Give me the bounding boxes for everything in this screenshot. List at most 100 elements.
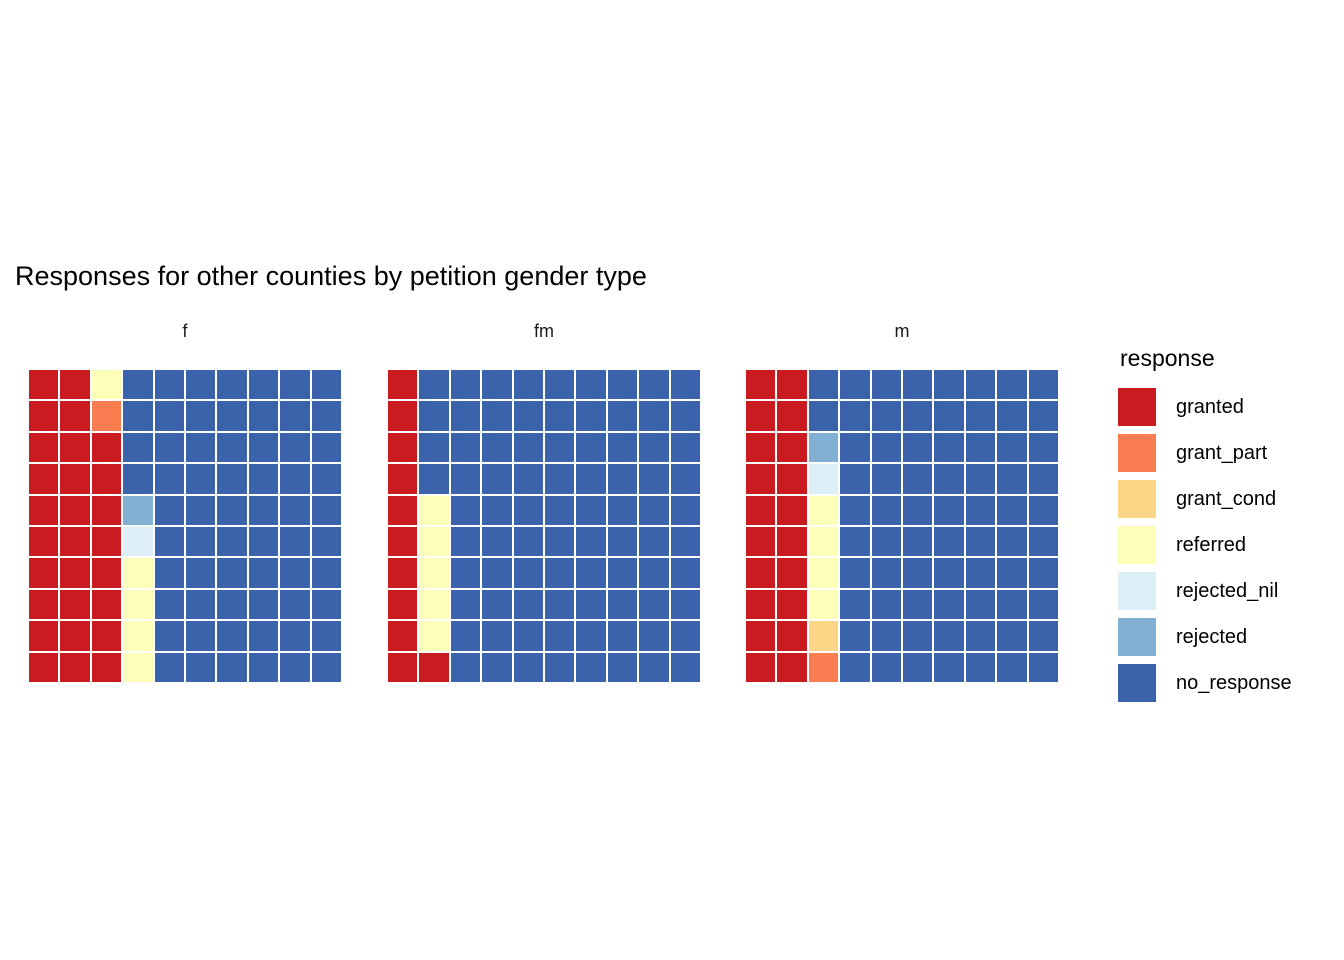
waffle-cell-fm-r4c2-no_response — [419, 464, 449, 494]
waffle-cell-m-r10c6-no_response — [902, 652, 933, 682]
waffle-cell-fm-r5c3-no_response — [450, 495, 481, 525]
waffle-cell-fm-r1c4-no_response — [482, 370, 512, 400]
legend-item-grant_cond: grant_cond — [1118, 480, 1292, 518]
waffle-cell-f-r3c3-granted — [91, 432, 122, 463]
waffle-cell-fm-r6c1-granted — [388, 526, 418, 557]
waffle-cell-f-r2c8-no_response — [248, 401, 279, 431]
waffle-cell-m-r3c9-no_response — [997, 432, 1027, 463]
waffle-cell-f-r1c5-no_response — [154, 370, 184, 400]
waffle-cell-f-r5c10-no_response — [311, 495, 341, 525]
legend-items: granted grant_part grant_cond referred rejec… — [1118, 388, 1292, 702]
waffle-cell-fm-r9c1-granted — [388, 621, 418, 651]
waffle-cell-fm-r10c2-granted — [419, 652, 449, 682]
legend-swatch-rejected_nil — [1118, 572, 1156, 610]
waffle-cell-f-r2c10-no_response — [311, 401, 341, 431]
waffle-cell-f-r8c3-granted — [91, 589, 122, 620]
waffle-cell-f-r4c10-no_response — [311, 464, 341, 494]
waffle-cell-f-r4c3-granted — [91, 464, 122, 494]
waffle-cell-fm-r7c7-no_response — [576, 558, 606, 588]
waffle-cell-fm-r6c5-no_response — [513, 526, 543, 557]
waffle-cell-fm-r3c8-no_response — [607, 432, 638, 463]
waffle-cell-m-r2c10-no_response — [1028, 401, 1058, 431]
waffle-cell-f-r5c8-no_response — [248, 495, 279, 525]
waffle-cell-fm-r9c4-no_response — [482, 621, 512, 651]
waffle-cell-m-r8c1-granted — [746, 589, 776, 620]
waffle-cell-fm-r4c8-no_response — [607, 464, 638, 494]
waffle-cell-fm-r1c8-no_response — [607, 370, 638, 400]
legend: response granted grant_part grant_cond refe… — [1118, 345, 1292, 702]
waffle-cell-fm-r9c2-referred — [419, 621, 449, 651]
waffle-cell-m-r9c2-granted — [777, 621, 807, 651]
waffle-cell-fm-r7c10-no_response — [670, 558, 700, 588]
waffle-cell-m-r5c2-granted — [777, 495, 807, 525]
legend-label-grant_cond: grant_cond — [1176, 487, 1277, 510]
waffle-cell-fm-r7c4-no_response — [482, 558, 512, 588]
waffle-cell-m-r5c4-no_response — [840, 495, 870, 525]
waffle-cell-fm-r10c8-no_response — [607, 652, 638, 682]
facet-label-f: f — [182, 321, 188, 341]
waffle-cell-fm-r1c5-no_response — [513, 370, 543, 400]
waffle-cell-f-r10c8-no_response — [248, 652, 279, 682]
waffle-cell-f-r2c5-no_response — [154, 401, 184, 431]
waffle-cell-fm-r2c1-granted — [388, 401, 418, 431]
waffle-cell-fm-r2c7-no_response — [576, 401, 606, 431]
waffle-cell-f-r4c9-no_response — [280, 464, 310, 494]
waffle-cell-f-r7c2-granted — [60, 558, 90, 588]
waffle-cell-fm-r10c9-no_response — [639, 652, 669, 682]
waffle-cell-m-r6c5-no_response — [871, 526, 901, 557]
waffle-cell-fm-r8c3-no_response — [450, 589, 481, 620]
waffle-cell-m-r1c8-no_response — [965, 370, 996, 400]
waffle-cell-m-r6c1-granted — [746, 526, 776, 557]
waffle-grid-fm — [388, 370, 700, 682]
waffle-cell-fm-r5c8-no_response — [607, 495, 638, 525]
waffle-cell-f-r5c7-no_response — [217, 495, 247, 525]
waffle-cell-m-r10c9-no_response — [997, 652, 1027, 682]
waffle-cell-m-r4c4-no_response — [840, 464, 870, 494]
waffle-cell-fm-r6c4-no_response — [482, 526, 512, 557]
waffle-cell-fm-r4c9-no_response — [639, 464, 669, 494]
waffle-cell-m-r8c10-no_response — [1028, 589, 1058, 620]
legend-label-no_response: no_response — [1176, 671, 1292, 694]
waffle-cell-fm-r9c7-no_response — [576, 621, 606, 651]
waffle-cell-fm-r7c9-no_response — [639, 558, 669, 588]
waffle-cell-f-r5c1-granted — [29, 495, 59, 525]
waffle-cell-fm-r7c2-referred — [419, 558, 449, 588]
waffle-cell-f-r5c9-no_response — [280, 495, 310, 525]
waffle-cell-m-r4c8-no_response — [965, 464, 996, 494]
waffle-cell-m-r10c10-no_response — [1028, 652, 1058, 682]
waffle-cell-f-r6c8-no_response — [248, 526, 279, 557]
waffle-cell-m-r4c10-no_response — [1028, 464, 1058, 494]
waffle-cell-f-r9c9-no_response — [280, 621, 310, 651]
waffle-grid-f — [29, 370, 341, 682]
waffle-cell-f-r8c2-granted — [60, 589, 90, 620]
waffle-cell-f-r1c1-granted — [29, 370, 59, 400]
legend-item-granted: granted — [1118, 388, 1292, 426]
waffle-cell-m-r6c8-no_response — [965, 526, 996, 557]
waffle-cell-f-r10c7-no_response — [217, 652, 247, 682]
waffle-cell-f-r10c5-no_response — [154, 652, 184, 682]
waffle-cell-m-r2c6-no_response — [902, 401, 933, 431]
legend-label-granted: granted — [1176, 395, 1244, 418]
legend-item-rejected: rejected — [1118, 618, 1292, 656]
waffle-cell-fm-r7c3-no_response — [450, 558, 481, 588]
waffle-cell-f-r3c1-granted — [29, 432, 59, 463]
waffle-cell-fm-r10c7-no_response — [576, 652, 606, 682]
waffle-cell-f-r1c3-referred — [91, 370, 122, 400]
legend-swatch-granted — [1118, 388, 1156, 426]
waffle-cell-m-r5c8-no_response — [965, 495, 996, 525]
waffle-cell-fm-r3c3-no_response — [450, 432, 481, 463]
waffle-cell-fm-r4c5-no_response — [513, 464, 543, 494]
waffle-cell-m-r9c6-no_response — [902, 621, 933, 651]
waffle-cell-fm-r1c1-granted — [388, 370, 418, 400]
waffle-cell-fm-r4c6-no_response — [544, 464, 575, 494]
waffle-cell-m-r9c8-no_response — [965, 621, 996, 651]
waffle-cell-m-r4c7-no_response — [934, 464, 964, 494]
waffle-cell-f-r6c3-granted — [91, 526, 122, 557]
waffle-cell-m-r3c1-granted — [746, 432, 776, 463]
waffle-cell-fm-r5c2-referred — [419, 495, 449, 525]
waffle-cell-m-r1c9-no_response — [997, 370, 1027, 400]
waffle-cell-m-r6c10-no_response — [1028, 526, 1058, 557]
waffle-cell-m-r7c8-no_response — [965, 558, 996, 588]
waffle-cell-m-r6c9-no_response — [997, 526, 1027, 557]
waffle-cell-m-r8c8-no_response — [965, 589, 996, 620]
